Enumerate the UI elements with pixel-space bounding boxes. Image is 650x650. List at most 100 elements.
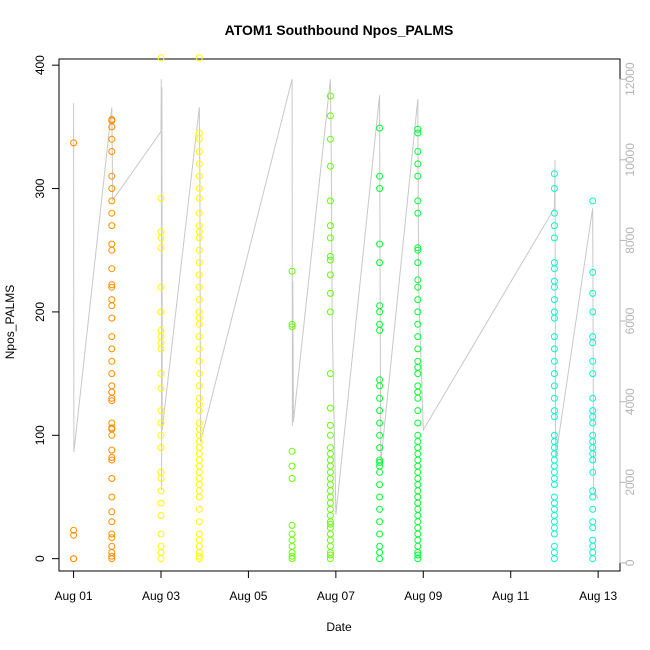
data-point	[195, 135, 203, 143]
data-point	[108, 172, 116, 180]
data-point	[195, 370, 203, 378]
data-point	[195, 185, 203, 192]
data-point	[70, 555, 78, 563]
data-point	[108, 240, 116, 248]
data-point	[326, 256, 334, 264]
data-point	[195, 493, 203, 501]
data-point	[195, 345, 203, 353]
data-point	[195, 357, 203, 365]
data-point	[195, 530, 203, 538]
data-point	[195, 394, 203, 402]
data-point	[288, 552, 296, 560]
data-point	[550, 296, 558, 304]
data-point	[550, 259, 558, 267]
data-point	[288, 536, 296, 544]
data-point	[195, 400, 203, 408]
data-point	[326, 456, 334, 464]
data-point	[414, 450, 422, 458]
data-point	[108, 454, 116, 461]
data-point	[108, 394, 116, 402]
data-point	[326, 499, 334, 507]
data-point	[108, 135, 116, 143]
data-point	[589, 487, 597, 495]
data-point	[376, 462, 384, 470]
data-point	[589, 197, 597, 205]
data-point	[195, 425, 203, 433]
data-point	[550, 444, 558, 452]
x-axis: Aug 01 Aug 03 Aug 05 Aug 07 Aug 09 Aug 11 Aug …	[55, 571, 617, 603]
data-point	[376, 518, 384, 526]
data-point	[376, 259, 384, 267]
data-point	[326, 524, 334, 532]
data-point	[376, 530, 384, 538]
data-point	[326, 481, 334, 489]
right-y-tick-label: 2000	[623, 469, 637, 496]
data-point	[326, 444, 334, 452]
data-point	[414, 259, 422, 267]
x-axis-label: Date	[326, 620, 352, 634]
data-point	[108, 552, 116, 560]
data-point	[414, 468, 422, 476]
data-point	[550, 493, 558, 501]
data-point	[195, 160, 203, 168]
data-point	[550, 209, 558, 217]
data-point	[195, 555, 203, 563]
data-point	[376, 185, 384, 192]
data-point	[326, 92, 334, 100]
data-point	[195, 552, 203, 560]
data-point	[589, 468, 597, 476]
data-point	[414, 363, 422, 371]
data-point	[195, 481, 203, 489]
data-point	[157, 244, 165, 252]
data-point	[376, 172, 384, 180]
data-point	[589, 542, 597, 550]
data-point	[414, 551, 422, 559]
data-point	[550, 456, 558, 464]
data-point	[108, 296, 116, 304]
data-point	[108, 388, 116, 396]
data-point	[288, 530, 296, 538]
data-point	[414, 481, 422, 489]
data-point	[108, 265, 116, 273]
data-point	[195, 518, 203, 526]
data-point	[589, 431, 597, 439]
data-point	[326, 468, 334, 476]
data-point	[589, 549, 597, 556]
data-point	[550, 394, 558, 402]
data-point	[550, 468, 558, 476]
data-point	[195, 246, 203, 254]
data-point	[326, 450, 334, 458]
data-point	[108, 431, 116, 439]
data-point	[195, 468, 203, 476]
data-point	[589, 518, 597, 526]
data-point	[414, 555, 422, 563]
data-point	[326, 135, 334, 143]
data-point	[414, 444, 422, 452]
data-point	[288, 320, 296, 328]
data-point	[550, 283, 558, 291]
data-point	[157, 530, 165, 538]
data-point	[414, 530, 422, 538]
data-point	[414, 276, 422, 284]
data-point	[550, 431, 558, 439]
data-point	[550, 413, 558, 421]
right-y-tick-label: 6000	[623, 307, 637, 334]
data-point	[195, 456, 203, 464]
data-point	[326, 520, 334, 528]
x-tick-label: Aug 03	[142, 589, 180, 603]
data-point	[414, 462, 422, 470]
data-point	[550, 185, 558, 192]
data-point	[550, 530, 558, 538]
data-point	[326, 551, 334, 559]
data-point	[414, 542, 422, 550]
data-point	[326, 370, 334, 378]
data-point	[195, 194, 203, 202]
data-point	[157, 475, 165, 482]
data-point	[108, 508, 116, 516]
data-point	[376, 431, 384, 439]
data-point	[108, 281, 116, 289]
data-point	[414, 160, 422, 168]
data-point	[589, 289, 597, 297]
data-point	[414, 382, 422, 390]
